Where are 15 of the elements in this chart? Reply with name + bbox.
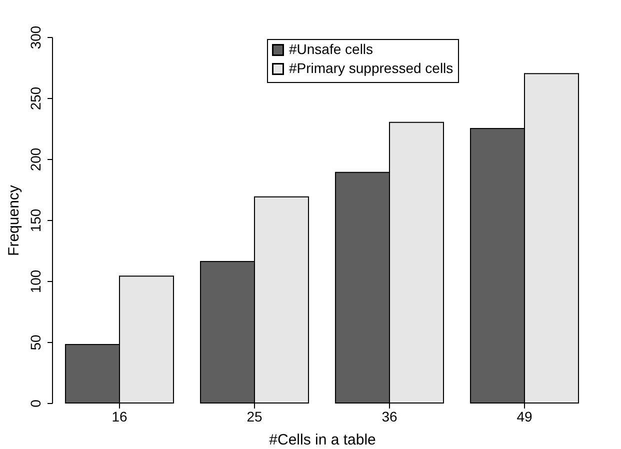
y-tick-label: 300 [28, 26, 44, 50]
x-tick-label: 16 [112, 408, 128, 424]
y-tick-label: 0 [28, 399, 44, 408]
y-tick-label: 50 [28, 334, 44, 350]
y-tick-label: 100 [28, 270, 44, 294]
legend-label: #Primary suppressed cells [289, 60, 454, 76]
x-tick-label: 49 [516, 408, 532, 424]
x-tick-label: 25 [246, 408, 262, 424]
x-axis-title: #Cells in a table [269, 432, 376, 448]
legend-label: #Unsafe cells [289, 41, 374, 57]
x-tick-label: 36 [382, 408, 398, 424]
y-axis-title: Frequency [6, 184, 22, 256]
y-tick-label: 150 [28, 208, 44, 232]
y-tick-label: 250 [28, 86, 44, 110]
y-tick-label: 200 [28, 148, 44, 172]
